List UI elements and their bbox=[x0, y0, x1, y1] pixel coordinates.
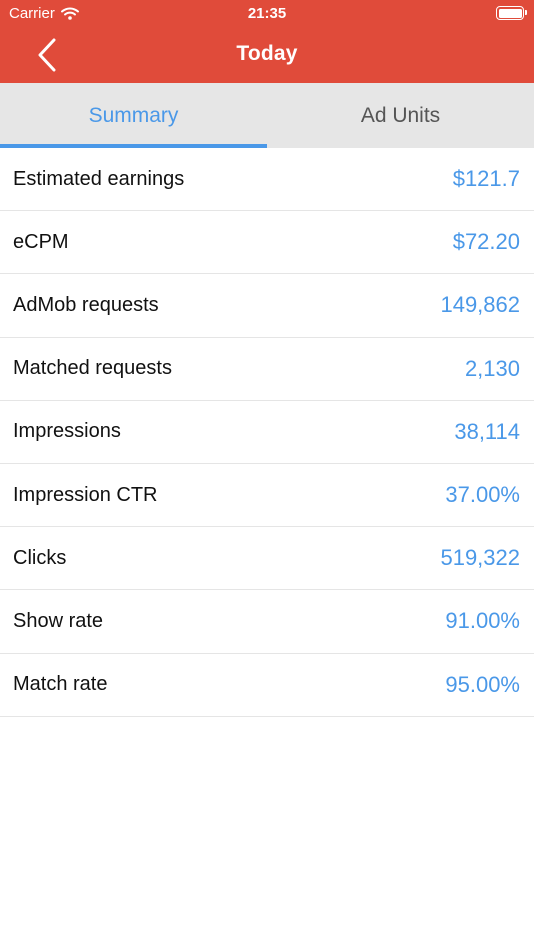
list-item-impression-ctr: Impression CTR 37.00% bbox=[0, 464, 534, 528]
metric-label: Match rate bbox=[13, 673, 108, 696]
tab-ad-units[interactable]: Ad Units bbox=[360, 103, 441, 127]
metric-label: eCPM bbox=[13, 230, 69, 253]
navigation-bar: Today bbox=[0, 28, 534, 83]
metric-label: Show rate bbox=[13, 609, 104, 632]
page-title: Today bbox=[236, 42, 298, 65]
list-item-show-rate: Show rate 91.00% bbox=[0, 590, 534, 654]
metric-label: Impressions bbox=[13, 420, 121, 443]
carrier-indicator: Carrier bbox=[9, 5, 79, 22]
wifi-icon bbox=[60, 7, 79, 20]
metric-value: 149,862 bbox=[440, 292, 520, 318]
metrics-list: Estimated earnings $121.7 eCPM $72.20 Ad… bbox=[0, 148, 534, 717]
metric-value: $72.20 bbox=[452, 229, 520, 255]
metric-value: 38,114 bbox=[454, 418, 520, 444]
list-item-ecpm: eCPM $72.20 bbox=[0, 211, 534, 275]
metric-value: 37.00% bbox=[445, 482, 520, 508]
metric-label: Clicks bbox=[13, 546, 67, 569]
list-item-clicks: Clicks 519,322 bbox=[0, 527, 534, 591]
carrier-label: Carrier bbox=[9, 5, 55, 22]
status-bar: Carrier 21:35 bbox=[0, 0, 534, 28]
back-button[interactable] bbox=[30, 36, 64, 74]
metric-value: 2,130 bbox=[464, 355, 520, 381]
metric-value: 519,322 bbox=[440, 545, 520, 571]
metric-value: $121.7 bbox=[452, 166, 520, 192]
list-item-estimated-earnings: Estimated earnings $121.7 bbox=[0, 148, 534, 212]
segment-tabs: Summary Ad Units bbox=[0, 83, 534, 148]
metric-value: 95.00% bbox=[445, 671, 520, 697]
header: Carrier 21:35 Today bbox=[0, 0, 534, 83]
list-item-match-rate: Match rate 95.00% bbox=[0, 654, 534, 717]
list-item-admob-requests: AdMob requests 149,862 bbox=[0, 274, 534, 338]
metric-label: Estimated earnings bbox=[13, 167, 185, 190]
battery-icon bbox=[496, 6, 527, 20]
tab-summary[interactable]: Summary bbox=[0, 83, 267, 148]
metric-value: 91.00% bbox=[445, 608, 520, 634]
status-time: 21:35 bbox=[247, 5, 287, 22]
metric-label: AdMob requests bbox=[13, 293, 159, 316]
list-item-impressions: Impressions 38,114 bbox=[0, 401, 534, 464]
metric-label: Matched requests bbox=[13, 357, 172, 380]
metric-label: Impression CTR bbox=[13, 483, 158, 506]
chevron-left-icon bbox=[38, 38, 56, 72]
list-item-matched-requests: Matched requests 2,130 bbox=[0, 338, 534, 401]
